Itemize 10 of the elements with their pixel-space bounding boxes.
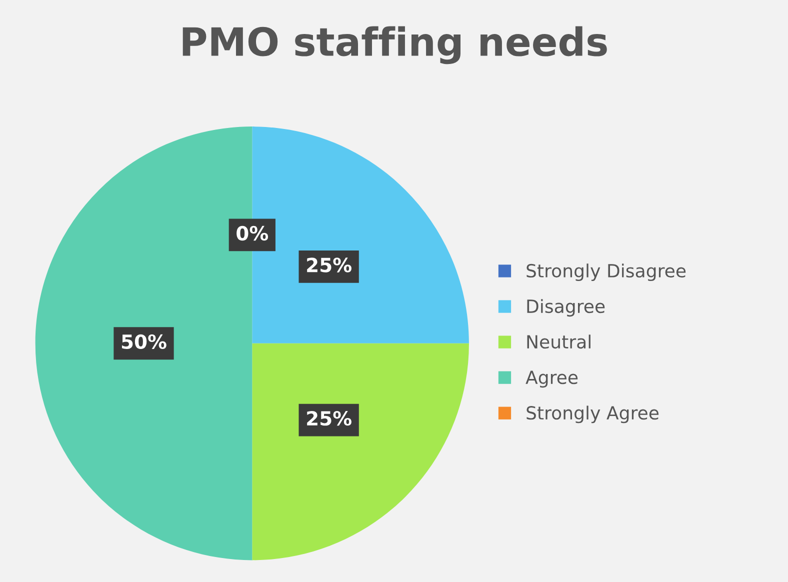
data-label: 25%	[307, 410, 352, 426]
legend-label: Strongly Agree	[526, 406, 659, 424]
data-label: 25%	[307, 258, 352, 272]
legend-label: Neutral	[527, 334, 590, 349]
data-label: 50%	[122, 334, 166, 350]
chart-title: PMO staffing needs	[182, 26, 607, 64]
legend-label: Agree	[526, 370, 578, 388]
legend-label: Disagree	[527, 299, 605, 317]
legend-label: Strongly Disagree	[526, 264, 686, 282]
text: 0%	[236, 226, 268, 241]
